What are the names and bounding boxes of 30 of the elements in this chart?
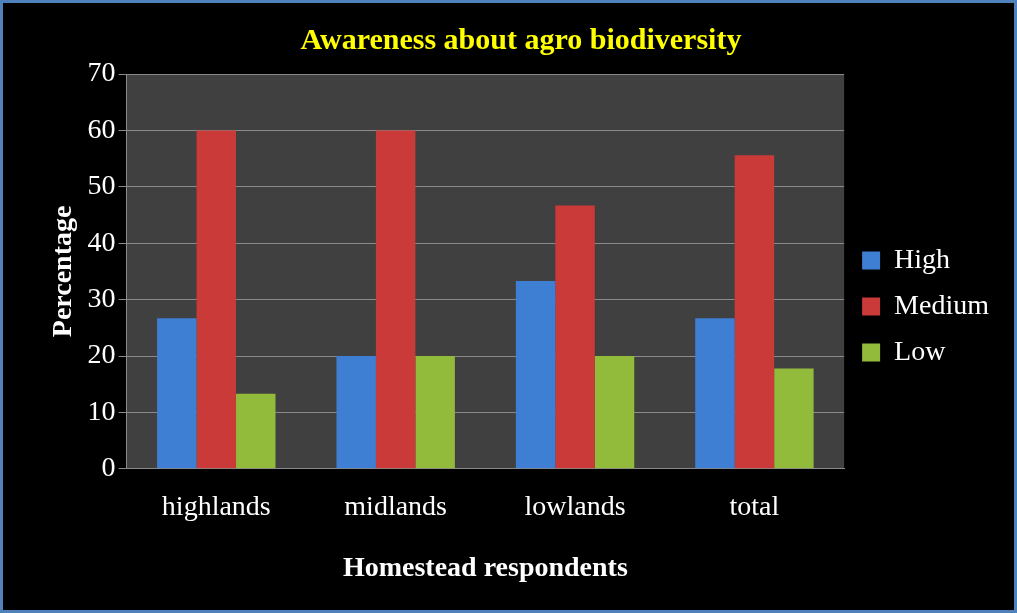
x-tick-label: lowlands bbox=[524, 489, 626, 521]
y-tick-label: 50 bbox=[87, 169, 116, 201]
bar bbox=[734, 155, 775, 469]
legend-label: High bbox=[894, 242, 951, 274]
y-tick-label: 30 bbox=[87, 281, 116, 313]
y-tick-label: 70 bbox=[87, 56, 116, 88]
legend-label: Low bbox=[894, 334, 947, 366]
y-tick-label: 20 bbox=[87, 338, 116, 370]
y-tick-label: 60 bbox=[87, 112, 116, 144]
chart-title: Awareness about agro biodiversity bbox=[300, 21, 742, 55]
legend-label: Medium bbox=[894, 288, 990, 320]
bar bbox=[236, 393, 276, 469]
bar bbox=[515, 280, 556, 469]
bar bbox=[555, 205, 595, 469]
x-axis-title: Homestead respondents bbox=[342, 551, 628, 583]
bar bbox=[594, 356, 635, 469]
x-tick-label: midlands bbox=[344, 489, 447, 521]
y-axis-title: Percentage bbox=[46, 205, 78, 338]
bar bbox=[415, 356, 455, 469]
bar bbox=[375, 130, 416, 469]
y-tick-label: 0 bbox=[101, 451, 116, 483]
x-tick-label: total bbox=[729, 489, 780, 521]
x-tick-label: highlands bbox=[161, 489, 271, 521]
y-tick-label: 40 bbox=[87, 225, 116, 257]
y-tick-label: 10 bbox=[87, 394, 116, 426]
bar bbox=[774, 368, 814, 469]
bar bbox=[695, 318, 735, 469]
bar bbox=[157, 318, 197, 469]
bar bbox=[196, 130, 237, 469]
bar bbox=[336, 356, 376, 469]
